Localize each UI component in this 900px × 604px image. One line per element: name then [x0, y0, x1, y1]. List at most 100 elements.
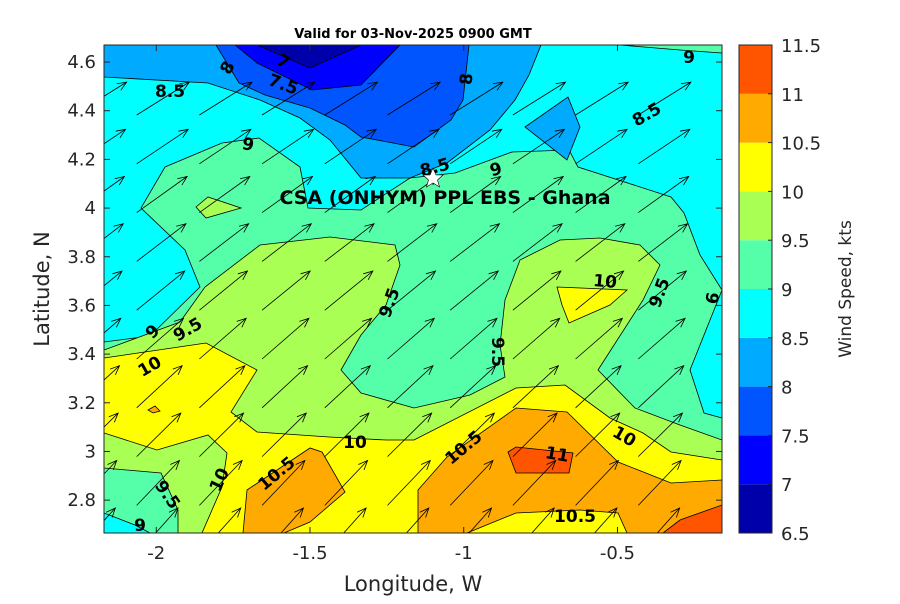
- colorbar-tick-label: 7.5: [781, 426, 810, 447]
- wind-arrow: [74, 556, 114, 600]
- wind-arrow: [638, 223, 689, 262]
- wind-arrow: [405, 507, 430, 533]
- colorbar: 6.5 7 7.5 8 8.5 9 9.5 10 10.5 11 11.5: [738, 36, 821, 545]
- wind-arrow: [638, 412, 684, 457]
- x-tick-label: -0.5: [600, 543, 635, 564]
- wind-arrow: [104, 364, 121, 381]
- wind-arrow: [136, 128, 190, 165]
- wind-arrow: [343, 507, 367, 533]
- contour-band-above-9-top-right: [619, 45, 722, 54]
- wind-arrow: [638, 556, 678, 600]
- wind-arrow: [387, 223, 438, 262]
- wind-arrow: [531, 507, 555, 533]
- wind-arrow: [575, 81, 630, 116]
- colorbar-tick-label: 10.5: [781, 134, 821, 155]
- contour-band-above-9p5-small: [195, 196, 243, 219]
- contour-label: 8: [457, 72, 478, 86]
- contour-band-above-10p5-left: [242, 447, 346, 533]
- wind-arrow: [199, 364, 246, 409]
- colorbar-swatch: [739, 240, 772, 289]
- wind-arrow: [324, 128, 378, 165]
- contour-label: 9.5: [487, 337, 507, 367]
- wind-arrow: [449, 412, 496, 457]
- colorbar-tick-label: 11.5: [781, 36, 821, 57]
- wind-arrow: [512, 459, 557, 506]
- wind-arrow: [261, 317, 310, 360]
- wind-arrow: [638, 175, 690, 213]
- y-tick-label: 3.2: [67, 393, 96, 414]
- contour-label: 9: [134, 516, 146, 536]
- wind-arrow: [575, 317, 624, 360]
- y-tick-label: 3: [85, 441, 96, 462]
- wind-arrow: [512, 317, 561, 360]
- y-axis-label: Latitude, N: [30, 231, 54, 347]
- wind-arrow: [261, 128, 315, 165]
- x-tick-label: -2: [147, 543, 165, 564]
- wind-arrows: [74, 81, 692, 600]
- wind-arrow: [104, 459, 118, 475]
- x-tick-label: -1: [455, 543, 473, 564]
- wind-arrow: [324, 223, 375, 262]
- wind-arrow: [324, 459, 369, 506]
- wind-arrow: [512, 175, 565, 213]
- wind-arrow: [104, 175, 126, 192]
- colorbar-tick-label: 11: [781, 85, 804, 106]
- wind-arrow: [324, 175, 377, 213]
- wind-arrow: [324, 270, 374, 311]
- colorbar-label: Wind Speed, kts: [836, 220, 856, 358]
- contour-band-above-10p5-right: [417, 407, 722, 533]
- contour-label: 9: [488, 159, 505, 181]
- colorbar-tick-label: 8: [781, 378, 792, 399]
- y-tick-label: 3.6: [67, 295, 96, 316]
- wind-arrow: [261, 175, 314, 213]
- wind-arrow: [324, 81, 379, 116]
- wind-arrow: [261, 364, 309, 409]
- wind-arrow: [324, 412, 370, 457]
- wind-arrow: [575, 223, 626, 262]
- wind-arrow: [449, 223, 501, 262]
- wind-arrow: [261, 81, 316, 116]
- wind-arrow: [638, 459, 682, 506]
- wind-arrow: [449, 81, 504, 116]
- wind-arrow: [594, 507, 618, 533]
- y-tick-label: 3.8: [67, 247, 96, 268]
- colorbar-swatch: [739, 93, 772, 143]
- y-tick-label: 4: [85, 198, 96, 219]
- wind-arrow: [638, 317, 686, 360]
- x-axis-label: Longitude, W: [344, 572, 483, 596]
- wind-arrow: [387, 317, 436, 360]
- contour-band-above-10-blob: [556, 286, 629, 324]
- wind-arrow: [261, 459, 306, 506]
- chart-title: Valid for 03-Nov-2025 0900 GMT: [294, 27, 532, 42]
- colorbar-swatch: [739, 435, 772, 485]
- wind-arrow: [449, 270, 500, 311]
- wind-arrow: [136, 175, 188, 213]
- colorbar-tick-label: 9.5: [781, 231, 810, 252]
- wind-arrow: [199, 412, 245, 457]
- colorbar-swatch: [739, 484, 772, 533]
- contour-band-below-7: [256, 45, 362, 69]
- wind-arrow: [104, 223, 125, 239]
- wind-arrow: [199, 270, 249, 311]
- wind-arrow: [575, 175, 627, 213]
- wind-arrow: [449, 364, 497, 409]
- wind-arrow: [468, 507, 493, 533]
- wind-arrow: [449, 128, 503, 165]
- colorbar-swatch: [739, 45, 772, 94]
- wind-arrow: [104, 507, 117, 522]
- wind-arrow: [136, 81, 191, 116]
- wind-arrow: [387, 459, 431, 506]
- wind-arrow: [136, 364, 183, 409]
- wind-arrow: [656, 507, 681, 533]
- wind-arrow: [638, 81, 692, 116]
- contour-band-above-11-corner: [662, 504, 722, 533]
- wind-arrow: [104, 412, 119, 428]
- colorbar-swatch: [739, 386, 772, 436]
- contour-label: 9: [240, 134, 255, 156]
- x-tick-label: -1.5: [292, 543, 327, 564]
- wind-arrow: [136, 412, 182, 457]
- y-tick-label: 2.8: [67, 490, 96, 511]
- wind-arrow: [387, 81, 441, 116]
